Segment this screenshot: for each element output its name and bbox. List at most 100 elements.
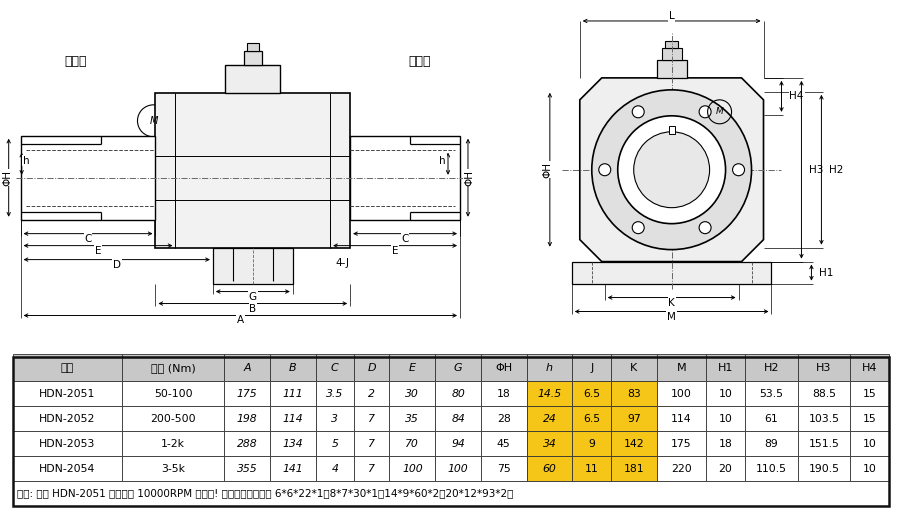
Text: G: G <box>454 363 463 373</box>
Bar <box>155 93 350 248</box>
Text: h: h <box>546 363 553 373</box>
Text: 7: 7 <box>368 464 375 473</box>
Bar <box>350 136 460 219</box>
Text: 110.5: 110.5 <box>756 464 787 473</box>
Bar <box>573 431 611 456</box>
Bar <box>224 354 270 381</box>
Bar <box>668 126 675 134</box>
Bar <box>665 41 678 48</box>
Text: HDN-2051: HDN-2051 <box>40 388 96 399</box>
Bar <box>657 354 706 381</box>
Bar <box>270 456 316 481</box>
Bar <box>797 381 851 406</box>
Text: M: M <box>676 363 686 373</box>
Bar <box>390 381 435 406</box>
Text: M: M <box>715 108 723 116</box>
Bar <box>13 357 889 506</box>
Bar <box>797 431 851 456</box>
Bar <box>481 431 527 456</box>
Text: 200-500: 200-500 <box>151 413 196 423</box>
Text: 114: 114 <box>282 413 303 423</box>
Bar <box>851 381 889 406</box>
Circle shape <box>699 222 711 234</box>
Circle shape <box>634 132 710 208</box>
Bar <box>21 136 155 219</box>
Bar <box>390 456 435 481</box>
Text: C: C <box>331 363 339 373</box>
Bar <box>224 381 270 406</box>
Bar <box>224 456 270 481</box>
Bar <box>851 431 889 456</box>
Text: 111: 111 <box>282 388 303 399</box>
Circle shape <box>732 164 744 176</box>
Bar <box>316 354 354 381</box>
Bar <box>611 431 657 456</box>
Text: 97: 97 <box>627 413 640 423</box>
Bar <box>573 456 611 481</box>
Bar <box>354 431 390 456</box>
Bar <box>435 456 481 481</box>
Text: 70: 70 <box>405 438 419 448</box>
Bar <box>316 431 354 456</box>
Text: 175: 175 <box>671 438 692 448</box>
Circle shape <box>699 106 711 118</box>
Text: HDN-2052: HDN-2052 <box>40 413 96 423</box>
Bar <box>122 354 224 381</box>
Bar <box>270 431 316 456</box>
Bar <box>247 43 259 51</box>
Text: 1-2k: 1-2k <box>161 438 185 448</box>
Bar <box>527 431 573 456</box>
Text: h: h <box>439 156 446 166</box>
Text: ΦH: ΦH <box>3 170 13 185</box>
Bar <box>481 381 527 406</box>
Text: 75: 75 <box>497 464 511 473</box>
Text: M: M <box>667 312 676 322</box>
Text: h: h <box>23 156 29 166</box>
Bar <box>316 406 354 431</box>
Bar <box>481 354 527 381</box>
Bar <box>435 406 481 431</box>
Bar <box>706 354 745 381</box>
Bar <box>611 406 657 431</box>
Text: 18: 18 <box>719 438 732 448</box>
Text: 15: 15 <box>863 388 877 399</box>
Text: 6.5: 6.5 <box>584 388 601 399</box>
Bar <box>354 456 390 481</box>
Text: 7: 7 <box>368 438 375 448</box>
Text: HDN-2053: HDN-2053 <box>40 438 96 448</box>
Text: 53.5: 53.5 <box>759 388 783 399</box>
Text: 61: 61 <box>764 413 778 423</box>
Text: 4: 4 <box>331 464 338 473</box>
Text: ΦH: ΦH <box>464 170 474 185</box>
Text: 175: 175 <box>236 388 257 399</box>
Text: D: D <box>113 260 121 270</box>
Text: 7: 7 <box>368 413 375 423</box>
Text: 35: 35 <box>405 413 419 423</box>
Bar <box>527 381 573 406</box>
Bar <box>435 354 481 381</box>
Text: 动力端: 动力端 <box>64 55 87 68</box>
Text: 3-5k: 3-5k <box>161 464 185 473</box>
Bar <box>706 431 745 456</box>
Bar <box>390 354 435 381</box>
Bar <box>662 48 682 60</box>
Bar <box>354 381 390 406</box>
Text: 18: 18 <box>497 388 511 399</box>
Bar <box>13 406 122 431</box>
Text: 198: 198 <box>236 413 257 423</box>
Text: 10: 10 <box>862 464 877 473</box>
Text: 30: 30 <box>405 388 419 399</box>
Text: 5: 5 <box>331 438 338 448</box>
Text: H4: H4 <box>862 363 878 373</box>
Bar <box>13 381 122 406</box>
Circle shape <box>632 106 644 118</box>
Text: HDN-2054: HDN-2054 <box>40 464 96 473</box>
Bar <box>657 456 706 481</box>
Text: K: K <box>630 363 638 373</box>
Bar <box>13 456 122 481</box>
Text: 量程 (Nm): 量程 (Nm) <box>151 363 196 373</box>
Bar <box>390 431 435 456</box>
Bar <box>573 406 611 431</box>
Text: 6.5: 6.5 <box>584 413 601 423</box>
Text: 83: 83 <box>627 388 640 399</box>
